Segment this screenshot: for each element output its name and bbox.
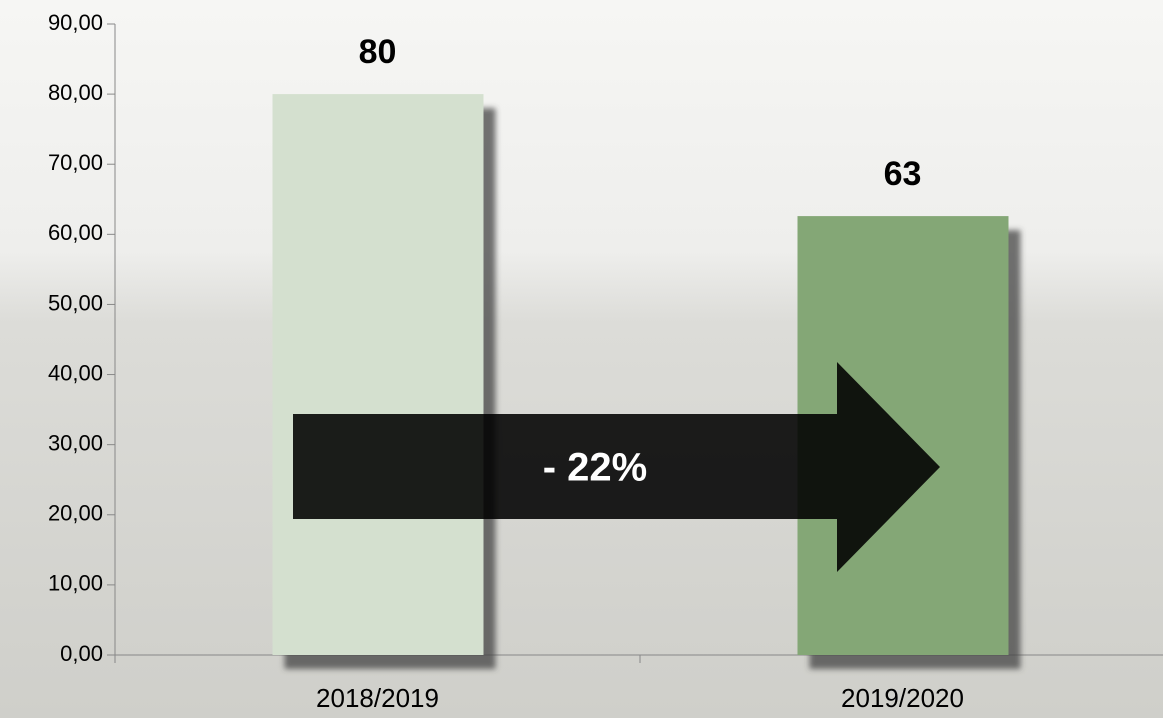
value-label: 63: [884, 155, 922, 193]
y-tick-label: 50,00: [48, 290, 103, 315]
y-tick-label: 80,00: [48, 80, 103, 105]
bar: [273, 94, 484, 655]
y-tick-label: 0,00: [60, 641, 103, 666]
y-tick-label: 90,00: [48, 10, 103, 35]
page: 0,00 10,00 20,00 30,00 40,00 50,00 60,00 70,00 8…: [0, 0, 1163, 718]
y-tick-label: 10,00: [48, 571, 103, 596]
y-tick-label: 60,00: [48, 220, 103, 245]
value-label: 80: [359, 33, 397, 71]
y-tick-label: 20,00: [48, 501, 103, 526]
y-tick-label: 70,00: [48, 150, 103, 175]
x-tick-label: 2019/2020: [841, 683, 964, 713]
chart: 0,00 10,00 20,00 30,00 40,00 50,00 60,00 70,00 8…: [0, 0, 1163, 718]
annotation: - 22%: [543, 446, 648, 490]
x-tick-label: 2018/2019: [316, 683, 439, 713]
y-tick-label: 30,00: [48, 430, 103, 455]
y-tick-label: 40,00: [48, 360, 103, 385]
